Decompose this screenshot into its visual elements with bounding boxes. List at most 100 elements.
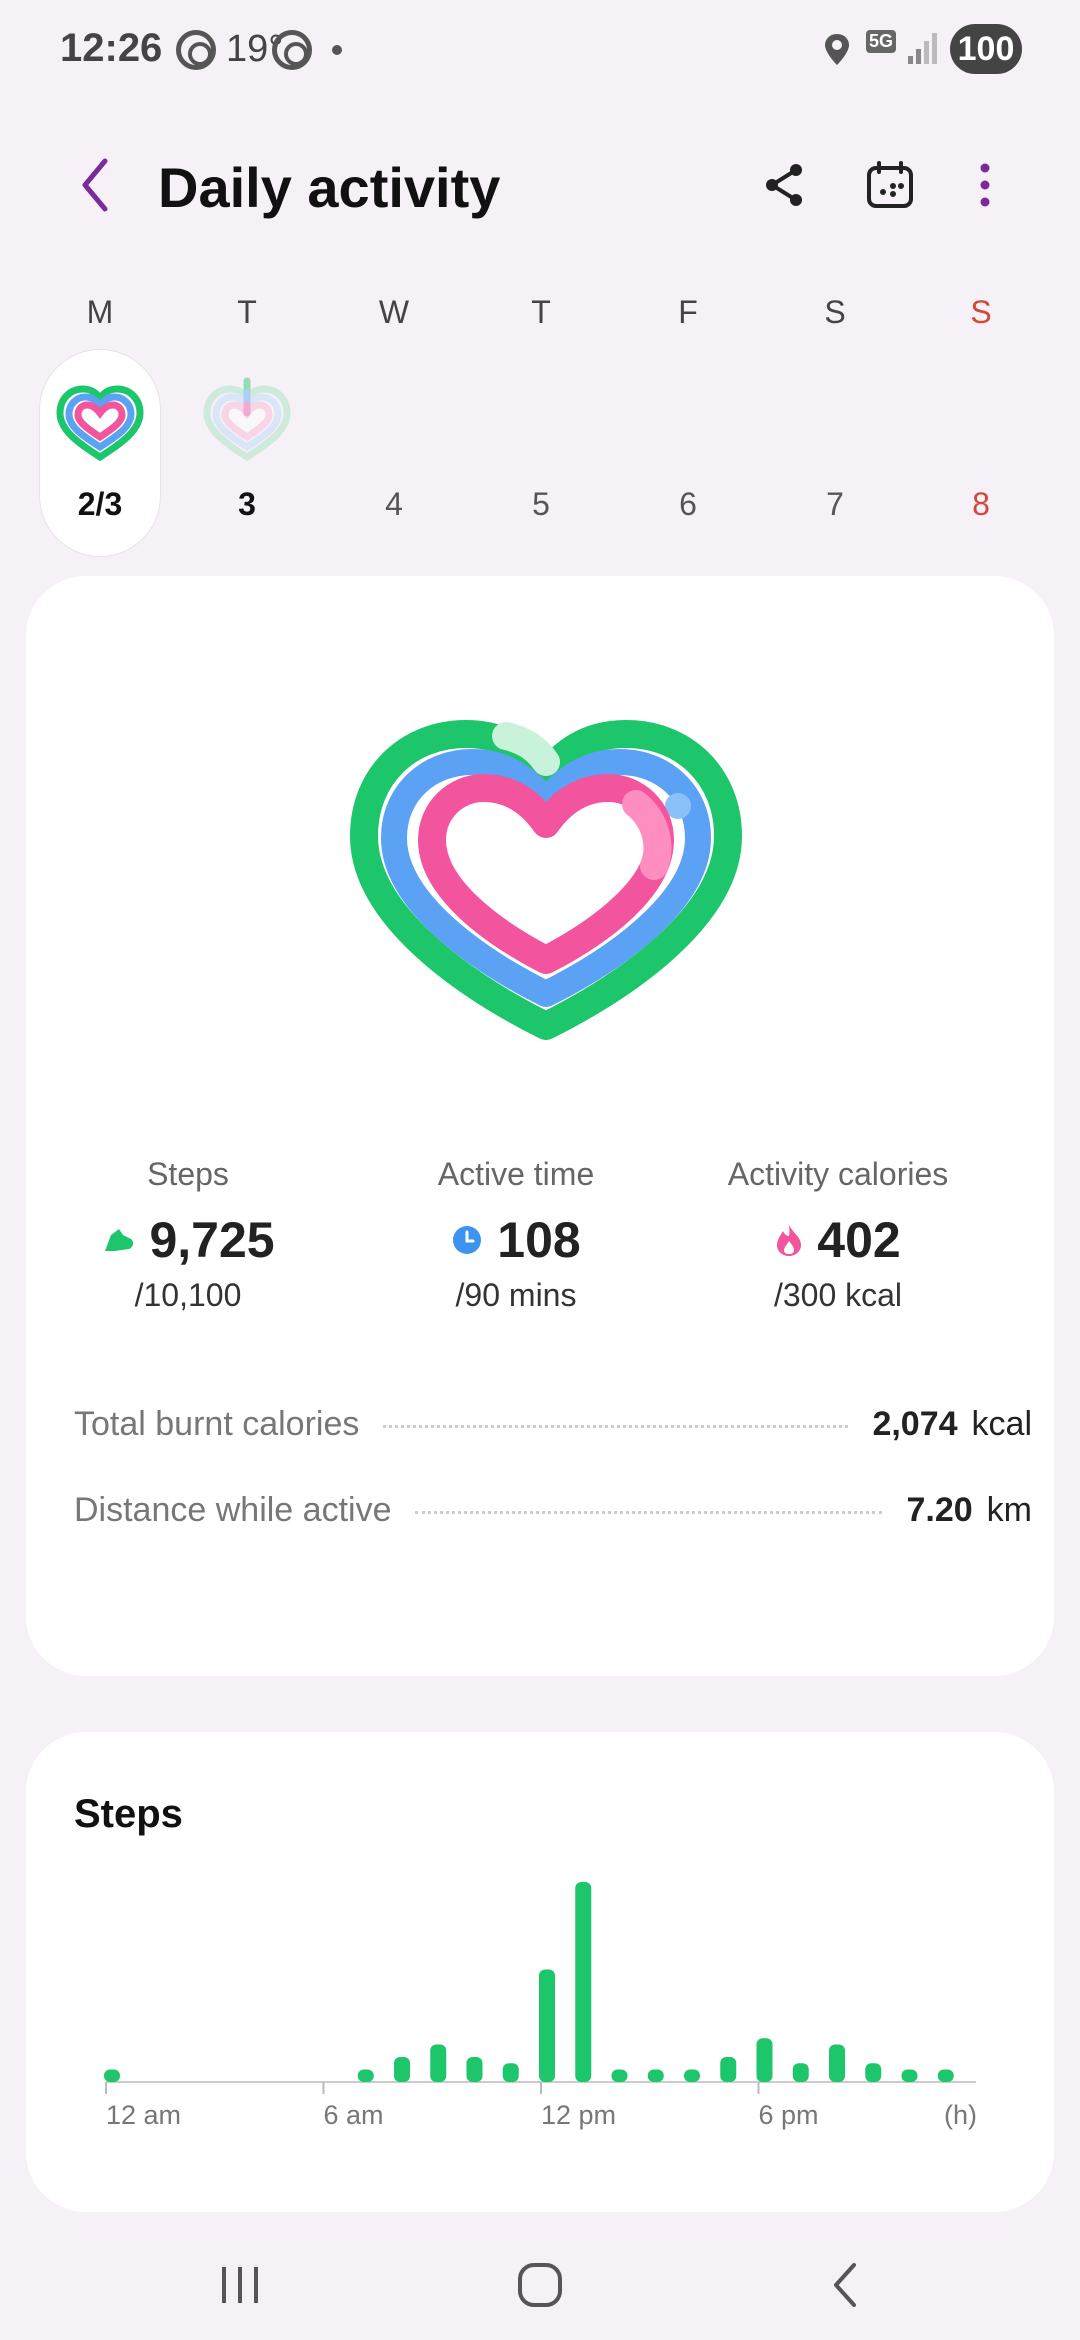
stat-value: 402	[817, 1212, 901, 1268]
location-icon	[825, 34, 849, 65]
day-saturday[interactable]: S 7	[775, 280, 895, 560]
day-letter: T	[237, 294, 257, 330]
x-tick-label: 12 pm	[541, 2100, 616, 2130]
activity-rings-heart	[350, 720, 742, 1040]
step-bar	[357, 2069, 374, 2082]
x-tick-label: 6 am	[324, 2100, 384, 2130]
stat-label: Activity calories	[727, 1156, 949, 1192]
app-header: Daily activity	[0, 130, 1080, 240]
step-bar	[539, 1969, 555, 2082]
dotted-leader	[415, 1510, 883, 1514]
step-bar	[502, 2063, 519, 2082]
step-bar	[901, 2069, 918, 2082]
fingerprint-icon	[176, 30, 216, 70]
stat-activity-calories: Activity calories 402 /300 kcal	[668, 1156, 1008, 1314]
status-time: 12:26	[60, 26, 163, 70]
steps-bar-chart: 12 am 6 am 12 pm 6 pm (h)	[104, 1882, 977, 2130]
share-button[interactable]	[750, 150, 820, 220]
day-number: 6	[679, 486, 697, 522]
recent-apps-icon	[222, 2267, 258, 2303]
step-bar	[394, 2057, 410, 2082]
step-bar	[720, 2057, 737, 2082]
row-unit: km	[986, 1490, 1032, 1529]
day-thursday[interactable]: T 5	[481, 280, 601, 560]
share-icon	[766, 164, 802, 206]
x-axis-unit: (h)	[944, 2100, 977, 2130]
stat-goal: /90 mins	[455, 1277, 577, 1313]
day-number: 8	[972, 486, 990, 522]
chart-title: Steps	[74, 1792, 183, 1836]
step-bar	[611, 2069, 628, 2082]
stat-value: 108	[497, 1212, 581, 1268]
stat-value: 9,725	[149, 1212, 275, 1268]
day-number: 2/3	[77, 486, 123, 522]
notification-dot-icon	[332, 45, 342, 55]
row-label: Distance while active	[74, 1490, 392, 1529]
activity-summary-card: Steps 9,725 /10,100 Active time 108 /90 …	[26, 576, 1054, 1676]
day-letter: F	[678, 294, 698, 330]
day-letter: M	[86, 294, 114, 330]
battery-indicator: 100	[950, 24, 1022, 74]
day-number: 3	[238, 486, 256, 522]
activity-heart-icon	[203, 377, 291, 462]
more-options-button[interactable]	[950, 150, 1020, 220]
calendar-icon	[867, 161, 913, 208]
day-number: 5	[532, 486, 550, 522]
step-bar	[466, 2057, 483, 2082]
chevron-left-icon	[82, 158, 108, 212]
shoe-icon	[105, 1229, 134, 1251]
step-bar	[684, 2069, 700, 2082]
step-bar	[829, 2044, 845, 2082]
day-monday[interactable]: M 2/3	[40, 280, 160, 560]
flame-icon	[777, 1225, 802, 1256]
day-tuesday[interactable]: T 3	[187, 280, 307, 560]
back-button[interactable]	[60, 150, 130, 220]
activity-heart-icon	[56, 385, 144, 462]
day-wednesday[interactable]: W 4	[334, 280, 454, 560]
week-selector: M 2/3 T 3 W 4 T 5 F 6 S 7 S 8	[0, 280, 1080, 560]
step-bar	[792, 2063, 809, 2082]
chevron-left-icon	[834, 2263, 856, 2307]
signal-icon	[908, 33, 937, 64]
step-bar	[756, 2038, 773, 2082]
step-bar	[937, 2069, 954, 2082]
stat-label: Steps	[147, 1156, 229, 1192]
total-burnt-calories-row[interactable]: Total burnt calories 2,074 kcal	[74, 1394, 1032, 1454]
fingerprint-icon	[272, 30, 312, 70]
distance-while-active-row[interactable]: Distance while active 7.20 km	[74, 1480, 1032, 1540]
system-back-button[interactable]	[800, 2250, 890, 2320]
day-letter: W	[378, 294, 410, 330]
stat-steps: Steps 9,725 /10,100	[18, 1156, 358, 1314]
clock-icon	[453, 1226, 482, 1254]
row-unit: kcal	[971, 1404, 1032, 1443]
status-bar: 12:26 19° 5G 100	[0, 0, 1080, 100]
step-bar	[430, 2044, 447, 2082]
day-friday[interactable]: F 6	[628, 280, 748, 560]
network-type: 5G	[866, 30, 897, 53]
row-value: 2,074	[872, 1404, 958, 1443]
day-number: 4	[385, 486, 403, 522]
step-bar	[865, 2063, 882, 2082]
x-tick-label: 12 am	[106, 2100, 181, 2130]
row-value: 7.20	[906, 1490, 973, 1529]
x-tick-label: 6 pm	[759, 2100, 819, 2130]
home-button[interactable]	[495, 2250, 585, 2320]
step-bar	[104, 2069, 120, 2082]
stat-label: Active time	[437, 1156, 595, 1192]
day-letter: S	[970, 294, 992, 330]
recent-apps-button[interactable]	[195, 2250, 285, 2320]
day-number: 7	[826, 486, 844, 522]
stat-goal: /10,100	[134, 1277, 242, 1313]
calendar-button[interactable]	[855, 150, 925, 220]
day-sunday[interactable]: S 8	[921, 280, 1041, 560]
step-bar	[575, 1882, 592, 2082]
more-vertical-icon	[980, 163, 990, 207]
row-label: Total burnt calories	[74, 1404, 360, 1443]
steps-chart-card[interactable]: Steps 12 am 6 am 12 pm 6 pm (h)	[26, 1732, 1054, 2212]
stat-active-time: Active time 108 /90 mins	[346, 1156, 686, 1314]
dotted-leader	[383, 1424, 849, 1428]
page-title: Daily activity	[158, 156, 501, 219]
day-letter: T	[531, 294, 551, 330]
home-icon	[518, 2263, 562, 2307]
system-nav-bar	[0, 2230, 1080, 2340]
